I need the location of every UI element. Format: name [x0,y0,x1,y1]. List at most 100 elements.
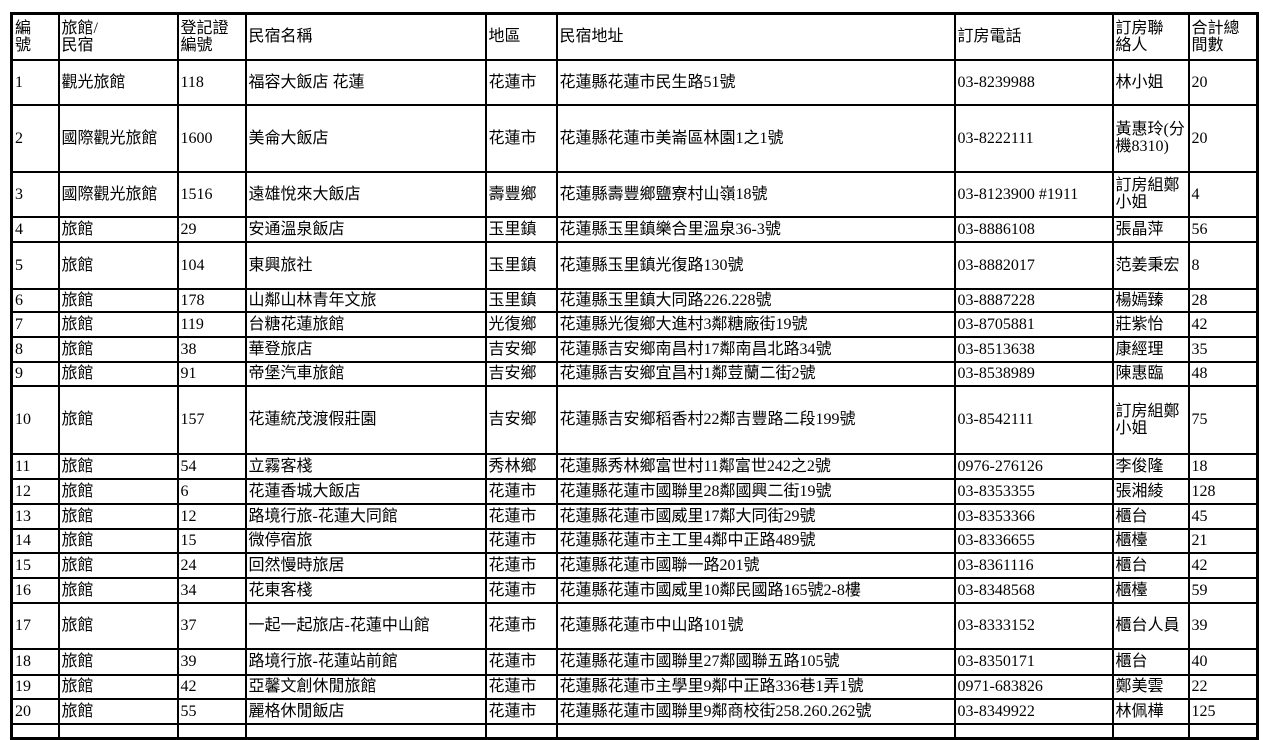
header-district: 地區 [484,12,558,61]
cell-number: 2 [10,103,60,173]
cell-number: 14 [10,527,60,554]
table-row: 2 國際觀光旅館 1600 美侖大飯店 花蓮市 花蓮縣花蓮市美崙區林園1之1號 03-822… [10,103,1259,173]
cell-district: 花蓮市 [484,576,558,604]
cell-district: 花蓮市 [484,697,558,725]
cell-license-number: 157 [176,384,247,455]
cell-address: 花蓮縣花蓮市主學里9鄰中正路336巷1弄1號 [555,673,956,700]
cell-license-number: 37 [176,601,247,650]
cell-district: 秀林鄉 [484,452,558,480]
cell-district: 玉里鎮 [484,240,558,290]
cell-district: 花蓮市 [484,477,558,505]
header-text: 訂房電話 [957,28,1022,46]
cell-address: 花蓮縣花蓮市民生路51號 [555,58,956,106]
table-row: 17 旅館 37 一起一起旅店-花蓮中山館 花蓮市 花蓮縣花蓮市中山路101號 03-833… [10,601,1259,650]
cell-room-count: 128 [1187,477,1259,505]
cell-phone: 03-8123900 #1911 [953,170,1114,218]
cell-phone: 03-8538989 [953,360,1114,387]
cell-room-count: 48 [1187,360,1259,387]
cell-contact: 張晶萍 [1111,215,1190,243]
table-row: 4 旅館 29 安通溫泉飯店 玉里鎮 花蓮縣玉里鎮樂合里溫泉36-3號 03-8886108… [10,215,1259,243]
cell-name: 路境行旅-花蓮站前館 [244,647,487,676]
header-phone: 訂房電話 [953,12,1114,61]
cell-name: 美侖大飯店 [244,103,487,173]
cell-name: 福容大飯店 花蓮 [244,58,487,106]
cell-number: 13 [10,502,60,530]
table-row: 18 旅館 39 路境行旅-花蓮站前館 花蓮市 花蓮縣花蓮市國聯里27鄰國聯五路105號 0… [10,647,1259,676]
cell-type: 觀光旅館 [57,58,179,106]
cell-contact: 陳惠臨 [1111,360,1190,387]
cell-phone: 03-8886108 [953,215,1114,243]
cell-phone: 03-8353355 [953,477,1114,505]
cell-room-count: 125 [1187,697,1259,725]
table-row: 15 旅館 24 回然慢時旅居 花蓮市 花蓮縣花蓮市國聯一路201號 03-8361116 櫃… [10,551,1259,579]
cell-address: 花蓮縣花蓮市國聯里28鄰國興二街19號 [555,477,956,505]
cell-license-number: 12 [176,502,247,530]
cell-license-number: 29 [176,215,247,243]
empty-cell [484,722,558,738]
cell-contact: 櫃台 [1111,502,1190,530]
cell-license-number: 119 [176,310,247,338]
cell-type: 國際觀光旅館 [57,170,179,218]
header-text: 登記證編號 [180,19,229,54]
cell-contact: 范姜秉宏 [1111,240,1190,290]
cell-type: 旅館 [57,477,179,505]
cell-contact: 櫃檯 [1111,527,1190,554]
cell-type: 旅館 [57,551,179,579]
cell-license-number: 39 [176,647,247,676]
empty-cell [953,722,1114,738]
cell-number: 5 [10,240,60,290]
cell-address: 花蓮縣花蓮市美崙區林園1之1號 [555,103,956,173]
cell-name: 路境行旅-花蓮大同館 [244,502,487,530]
cell-name: 花蓮香城大飯店 [244,477,487,505]
empty-cell [1187,722,1259,738]
cell-contact: 莊紫怡 [1111,310,1190,338]
table-row: 14 旅館 15 微停宿旅 花蓮市 花蓮縣花蓮市主工里4鄰中正路489號 03-833665… [10,527,1259,554]
cell-address: 花蓮縣秀林鄉富世村11鄰富世242之2號 [555,452,956,480]
cell-contact: 櫃檯 [1111,576,1190,604]
cell-district: 吉安鄉 [484,335,558,363]
cell-phone: 03-8887228 [953,287,1114,313]
cell-type: 旅館 [57,452,179,480]
table-row: 11 旅館 54 立霧客棧 秀林鄉 花蓮縣秀林鄉富世村11鄰富世242之2號 0976-27… [10,452,1259,480]
table-row: 19 旅館 42 亞馨文創休閒旅館 花蓮市 花蓮縣花蓮市主學里9鄰中正路336巷1弄1號 0… [10,673,1259,700]
cell-room-count: 35 [1187,335,1259,363]
cell-room-count: 56 [1187,215,1259,243]
cell-contact: 鄭美雲 [1111,673,1190,700]
cell-type: 旅館 [57,697,179,725]
cell-license-number: 118 [176,58,247,106]
header-text: 地區 [488,28,521,46]
cell-contact: 黃惠玲(分機8310) [1111,103,1190,173]
table-row: 12 旅館 6 花蓮香城大飯店 花蓮市 花蓮縣花蓮市國聯里28鄰國興二街19號 03-835… [10,477,1259,505]
cell-room-count: 28 [1187,287,1259,313]
cell-number: 15 [10,551,60,579]
empty-cell [10,722,60,738]
header-text: 合計總間數 [1191,19,1240,54]
cell-type: 旅館 [57,601,179,650]
header-address: 民宿地址 [555,12,956,61]
table-row: 20 旅館 55 麗格休閒飯店 花蓮市 花蓮縣花蓮市國聯里9鄰商校街258.260.262… [10,697,1259,725]
cell-name: 安通溫泉飯店 [244,215,487,243]
header-text: 編號 [15,19,32,54]
cell-room-count: 59 [1187,576,1259,604]
table-row: 5 旅館 104 東興旅社 玉里鎮 花蓮縣玉里鎮光復路130號 03-8882017 范姜秉宏… [10,240,1259,290]
cell-address: 花蓮縣壽豐鄉鹽寮村山嶺18號 [555,170,956,218]
header-type: 旅館/民宿 [57,12,179,61]
cell-number: 18 [10,647,60,676]
cell-district: 吉安鄉 [484,360,558,387]
cell-phone: 03-8882017 [953,240,1114,290]
cell-district: 吉安鄉 [484,384,558,455]
cell-address: 花蓮縣花蓮市中山路101號 [555,601,956,650]
cell-address: 花蓮縣花蓮市國聯一路201號 [555,551,956,579]
cell-district: 玉里鎮 [484,215,558,243]
cell-license-number: 1600 [176,103,247,173]
cell-district: 花蓮市 [484,601,558,650]
cell-contact: 李俊隆 [1111,452,1190,480]
table-row: 1 觀光旅館 118 福容大飯店 花蓮 花蓮市 花蓮縣花蓮市民生路51號 03-823998… [10,58,1259,106]
cell-room-count: 8 [1187,240,1259,290]
cell-phone: 03-8542111 [953,384,1114,455]
cell-name: 華登旅店 [244,335,487,363]
cell-room-count: 4 [1187,170,1259,218]
cell-district: 花蓮市 [484,527,558,554]
cell-room-count: 39 [1187,601,1259,650]
cell-type: 旅館 [57,310,179,338]
